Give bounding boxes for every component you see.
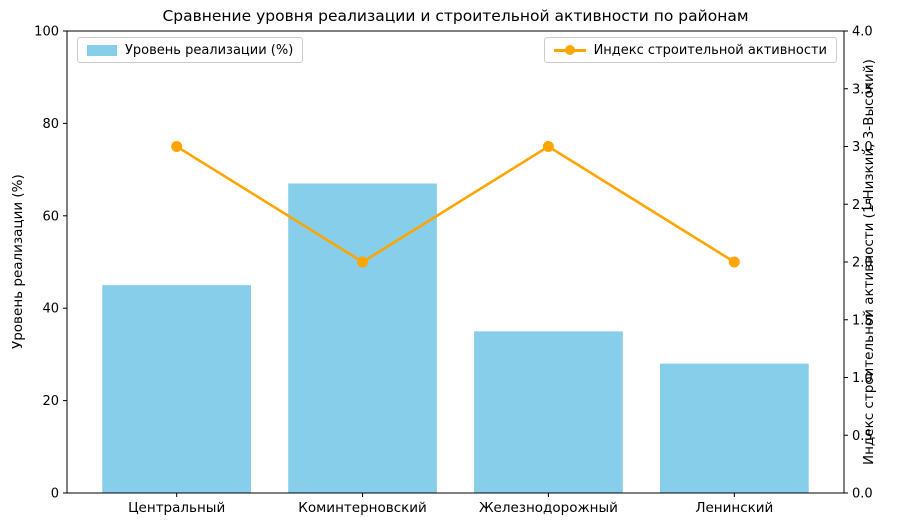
line-point-2 [542, 141, 554, 152]
x-tick-label: Коминтерновский [298, 500, 427, 516]
right-tick-label: 3.5 [852, 82, 873, 97]
right-tick-label: 2.5 [852, 198, 873, 213]
bar-0 [102, 285, 251, 493]
right-tick-label: 1.5 [852, 313, 873, 328]
left-tick-label: 60 [42, 209, 59, 224]
legend-bars: Уровень реализации (%) [77, 37, 304, 63]
bar-swatch-icon [87, 44, 117, 56]
x-tick-label: Ленинский [695, 500, 773, 516]
legend-line-label: Индекс строительной активности [593, 42, 827, 58]
right-tick-label: 1.0 [852, 371, 873, 386]
line-point-0 [171, 141, 183, 152]
bar-3 [660, 363, 809, 493]
right-tick-label: 2.0 [852, 256, 873, 271]
left-tick-label: 20 [42, 394, 59, 409]
legend-line: Индекс строительной активности [543, 37, 837, 63]
bar-1 [288, 183, 437, 493]
line-point-1 [357, 256, 369, 268]
x-tick-label: Железнодорожный [479, 500, 618, 516]
legend-bars-label: Уровень реализации (%) [125, 42, 294, 58]
left-tick-label: 40 [42, 302, 59, 317]
line-marker-icon [553, 44, 586, 56]
line-point-3 [728, 256, 740, 268]
activity-line [176, 144, 735, 264]
left-tick-label: 0 [51, 487, 59, 502]
line-marker-dot [564, 45, 575, 55]
left-tick-label: 80 [42, 117, 59, 132]
bar-2 [474, 331, 623, 493]
right-tick-label: 0.0 [852, 487, 873, 502]
right-tick-label: 3.0 [852, 140, 873, 155]
chart-title: Сравнение уровня реализации и строительн… [162, 7, 749, 25]
x-tick-label: Центральный [128, 500, 225, 516]
left-tick-label: 100 [34, 25, 59, 40]
right-tick-label: 0.5 [852, 429, 873, 444]
right-tick-label: 4.0 [852, 25, 873, 40]
